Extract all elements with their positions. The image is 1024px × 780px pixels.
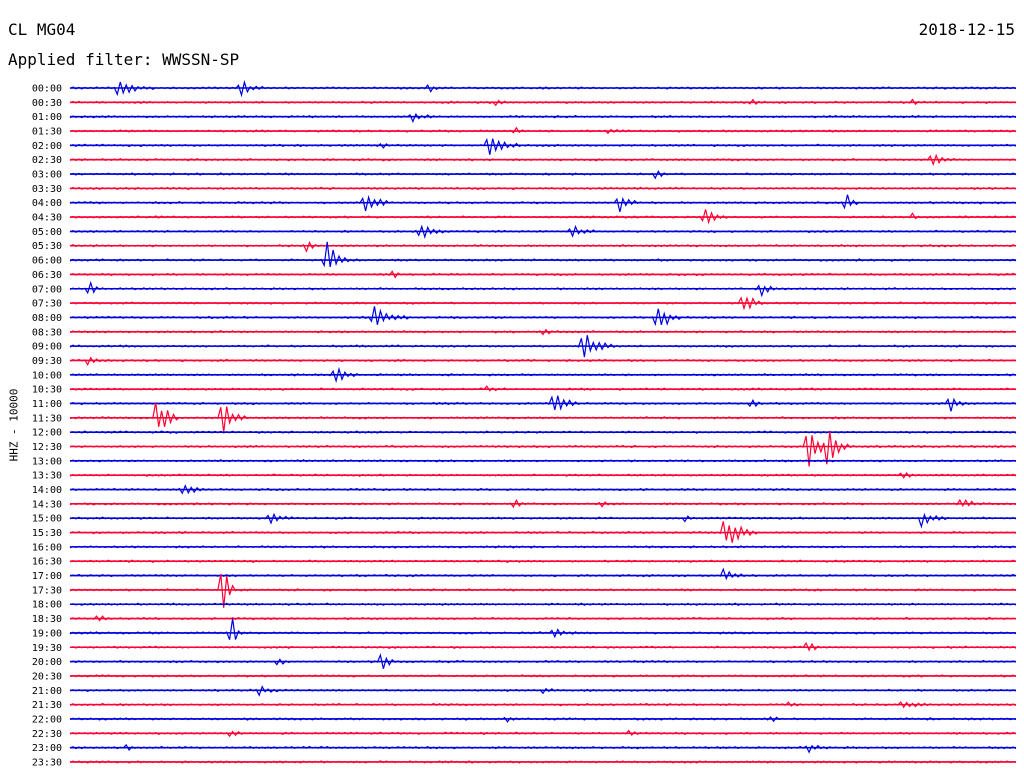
trace-line [69, 112, 1017, 124]
trace-line [69, 512, 1017, 529]
time-tick-label: 16:30 [32, 557, 62, 568]
time-tick-label: 13:00 [32, 456, 62, 467]
time-tick-label: 03:30 [32, 184, 62, 195]
time-tick-label: 20:30 [32, 671, 62, 682]
time-tick-label: 01:30 [32, 127, 62, 138]
time-tick-label: 14:30 [32, 499, 62, 510]
seismic-traces [69, 79, 1017, 764]
time-tick-label: 09:30 [32, 356, 62, 367]
time-tick-label: 04:30 [32, 213, 62, 224]
trace-line [69, 567, 1017, 581]
time-tick-label: 00:30 [32, 98, 62, 109]
time-tick-label: 17:30 [32, 585, 62, 596]
time-tick-label: 23:30 [32, 757, 62, 768]
time-tick-label: 17:00 [32, 571, 62, 582]
time-tick-label: 10:30 [32, 385, 62, 396]
trace-line [69, 209, 1017, 225]
time-tick-label: 20:00 [32, 657, 62, 668]
time-tick-label: 22:00 [32, 714, 62, 725]
time-tick-label: 07:30 [32, 299, 62, 310]
time-tick-label: 12:00 [32, 428, 62, 439]
time-tick-label: 05:30 [32, 241, 62, 252]
time-tick-label: 21:00 [32, 686, 62, 697]
time-tick-label: 08:30 [32, 327, 62, 338]
time-tick-label: 02:00 [32, 141, 62, 152]
trace-line [69, 573, 1017, 608]
time-tick-label: 23:00 [32, 743, 62, 754]
time-tick-label: 16:00 [32, 542, 62, 553]
time-tick-label: 19:00 [32, 628, 62, 639]
time-tick-label: 18:00 [32, 600, 62, 611]
trace-line [69, 137, 1017, 155]
time-tick-label: 00:00 [32, 84, 62, 95]
time-tick-label: 11:00 [32, 399, 62, 410]
time-tick-label: 13:30 [32, 471, 62, 482]
time-tick-labels: 00:00 00:30 01:00 01:30 02:00 02:30 03:00 03:30… [32, 84, 62, 769]
time-tick-label: 11:30 [32, 413, 62, 424]
trace-line [69, 306, 1017, 327]
time-tick-label: 01:00 [32, 112, 62, 123]
time-tick-label: 07:00 [32, 284, 62, 295]
time-tick-label: 09:00 [32, 342, 62, 353]
date-label: 2018-12-15 [918, 20, 1015, 39]
time-tick-label: 06:00 [32, 256, 62, 267]
time-tick-label: 03:00 [32, 170, 62, 181]
time-tick-label: 12:30 [32, 442, 62, 453]
time-tick-label: 18:30 [32, 614, 62, 625]
trace-line [69, 618, 1017, 640]
time-tick-label: 21:30 [32, 700, 62, 711]
time-tick-label: 15:00 [32, 514, 62, 525]
time-tick-label: 22:30 [32, 729, 62, 740]
time-tick-label: 08:00 [32, 313, 62, 324]
time-tick-label: 14:00 [32, 485, 62, 496]
time-tick-label: 06:30 [32, 270, 62, 281]
trace-line [69, 743, 1017, 754]
time-tick-label: 05:00 [32, 227, 62, 238]
time-tick-label: 02:30 [32, 155, 62, 166]
time-tick-label: 04:00 [32, 198, 62, 209]
trace-line [69, 240, 1017, 253]
time-tick-label: 15:30 [32, 528, 62, 539]
filter-label: Applied filter: WWSSN-SP [8, 50, 240, 69]
station-title: CL MG04 [8, 20, 76, 39]
time-tick-label: 10:00 [32, 370, 62, 381]
time-tick-label: 19:30 [32, 643, 62, 654]
